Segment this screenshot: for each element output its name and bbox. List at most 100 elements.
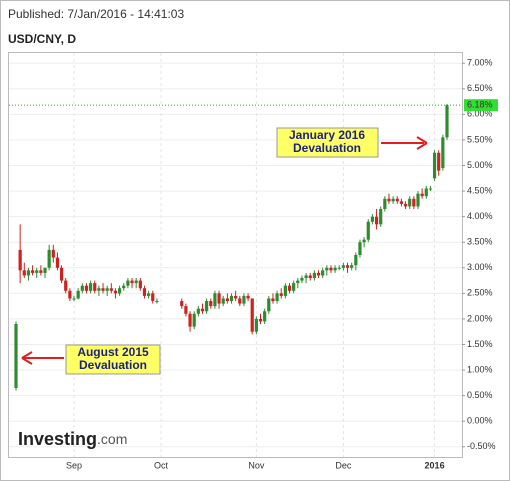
candle-body xyxy=(341,265,345,268)
candle-body xyxy=(155,301,159,303)
y-tick-label: 3.50% xyxy=(467,237,493,247)
candle-body xyxy=(51,249,55,258)
candle-body xyxy=(213,293,217,307)
annotation-text: January 2016 xyxy=(289,128,365,142)
candle-body xyxy=(80,285,84,291)
y-tick-label: 6.50% xyxy=(467,83,493,93)
candle-body xyxy=(287,285,292,291)
candle-body xyxy=(308,275,312,279)
candle-body xyxy=(437,152,441,171)
candle-body xyxy=(196,308,200,314)
candle-body xyxy=(325,267,329,271)
candle-body xyxy=(59,267,64,281)
x-tick-label: Dec xyxy=(335,460,352,470)
annotation-text: August 2015 xyxy=(77,345,149,359)
candle-body xyxy=(64,280,68,291)
candle-body xyxy=(246,295,250,299)
x-tick-label: Oct xyxy=(154,460,169,470)
annotation-text: Devaluation xyxy=(293,141,361,155)
y-tick-label: -0.50% xyxy=(467,441,496,451)
candle-body xyxy=(267,298,271,312)
candle-body xyxy=(126,280,130,286)
candle-body xyxy=(188,313,192,327)
candle-body xyxy=(316,272,321,276)
candle-body xyxy=(138,280,142,289)
candle-body xyxy=(350,265,354,268)
published: Published: 7/Jan/2016 - 14:41:03 xyxy=(8,7,184,21)
candle-body xyxy=(432,152,437,179)
candle-body xyxy=(420,193,424,197)
y-tick-label: 2.50% xyxy=(467,288,493,298)
candle-body xyxy=(238,298,242,304)
x-tick-label: Nov xyxy=(248,460,265,470)
candle-body xyxy=(358,242,362,255)
candle-body xyxy=(72,298,76,300)
candle-body xyxy=(333,267,337,271)
last-value-label: 6.18% xyxy=(467,100,493,110)
y-tick-label: 4.00% xyxy=(467,211,493,221)
candle-body xyxy=(234,295,238,299)
candle-body xyxy=(147,293,151,296)
candle-body xyxy=(395,198,399,202)
candle-body xyxy=(366,221,370,240)
y-tick-label: 5.00% xyxy=(467,160,493,170)
candle-body xyxy=(424,188,428,197)
candle-body xyxy=(403,203,408,207)
candle-body xyxy=(130,280,134,284)
x-tick-label: Sep xyxy=(66,460,82,470)
candle-body xyxy=(184,306,188,314)
candle-body xyxy=(258,318,263,322)
candle-body xyxy=(35,270,39,273)
candle-body xyxy=(151,293,155,302)
candle-body xyxy=(180,301,184,307)
candle-body xyxy=(39,270,43,273)
candle-body xyxy=(345,265,350,268)
y-tick-label: 4.50% xyxy=(467,185,493,195)
last-value-box xyxy=(464,99,498,112)
candle-body xyxy=(113,290,118,294)
candle-body xyxy=(221,298,225,304)
candle-body xyxy=(263,311,267,322)
candle-body xyxy=(18,249,22,271)
candle-body xyxy=(250,298,254,332)
candle-body xyxy=(93,283,97,291)
candle-body xyxy=(101,288,105,291)
y-tick-label: 5.50% xyxy=(467,134,493,144)
candle-body xyxy=(271,298,275,302)
candle-body xyxy=(408,198,412,207)
candle-body xyxy=(275,293,279,302)
candle-body xyxy=(118,288,122,294)
candle-body xyxy=(22,270,26,276)
arrow-head xyxy=(21,351,33,365)
candle-body xyxy=(279,293,283,296)
candle-body xyxy=(296,280,300,284)
candle-body xyxy=(370,216,375,222)
candle-body xyxy=(399,201,404,204)
candle-body xyxy=(142,288,147,296)
candle-body xyxy=(109,288,113,291)
candle-body xyxy=(329,267,333,271)
y-tick-label: 1.00% xyxy=(467,364,493,374)
y-tick-label: 2.00% xyxy=(467,313,493,323)
candle-body xyxy=(84,285,89,291)
logo-suffix: .com xyxy=(97,431,127,447)
candle-body xyxy=(283,285,287,296)
candle-body xyxy=(134,280,138,284)
candle-body xyxy=(383,198,387,209)
candle-body xyxy=(445,105,449,138)
logo-name: Investing xyxy=(18,429,97,449)
candle-body xyxy=(379,208,383,225)
candle-body xyxy=(209,301,213,307)
candle-body xyxy=(105,288,109,291)
candle-body xyxy=(229,295,234,302)
candle-body xyxy=(312,272,316,279)
candle-body xyxy=(217,293,221,304)
candle-body xyxy=(391,198,395,202)
y-tick-label: 7.00% xyxy=(467,58,493,68)
candle-body xyxy=(47,249,51,268)
candle-body xyxy=(43,267,47,273)
candle-body xyxy=(225,298,229,302)
candle-body xyxy=(242,295,246,304)
candle-body xyxy=(387,198,391,202)
